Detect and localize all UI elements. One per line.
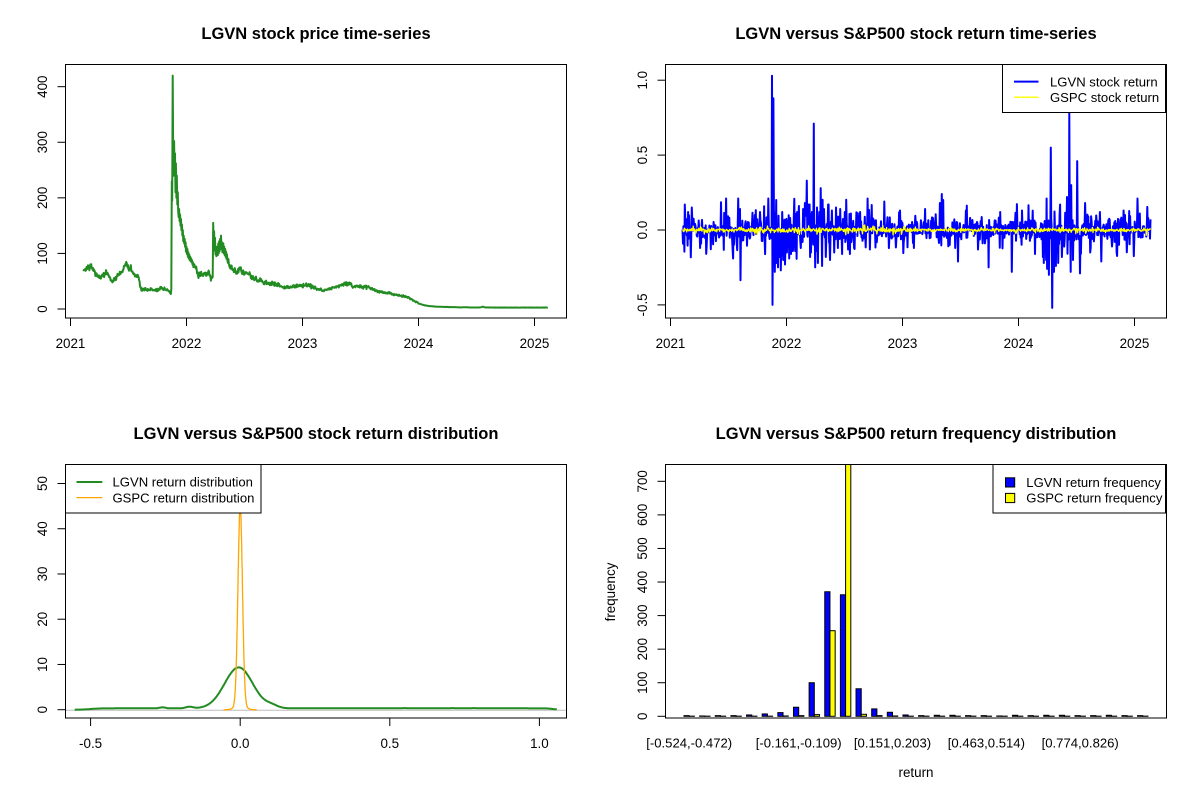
svg-text:200: 200 (35, 187, 50, 209)
svg-text:LGVN stock return: LGVN stock return (1050, 74, 1158, 89)
svg-text:2023: 2023 (888, 336, 918, 351)
svg-text:1.0: 1.0 (530, 736, 549, 751)
svg-text:20: 20 (35, 612, 50, 627)
svg-text:10: 10 (35, 657, 50, 672)
svg-text:LGVN versus S&P500 stock retur: LGVN versus S&P500 stock return time-ser… (735, 25, 1096, 43)
svg-text:2021: 2021 (656, 336, 686, 351)
svg-text:2025: 2025 (520, 336, 550, 351)
svg-text:[0.463,0.514): [0.463,0.514) (948, 736, 1025, 751)
svg-text:[0.774,0.826): [0.774,0.826) (1042, 736, 1119, 751)
svg-text:return: return (899, 765, 934, 780)
svg-text:100: 100 (35, 242, 50, 264)
svg-text:600: 600 (635, 504, 650, 526)
svg-text:700: 700 (635, 470, 650, 492)
svg-text:0.5: 0.5 (380, 736, 399, 751)
svg-text:2022: 2022 (172, 336, 202, 351)
svg-text:2024: 2024 (1004, 336, 1034, 351)
svg-text:40: 40 (35, 521, 50, 536)
svg-text:-0.5: -0.5 (635, 293, 650, 316)
svg-text:frequency: frequency (603, 562, 618, 621)
svg-text:0: 0 (635, 713, 650, 720)
svg-text:200: 200 (635, 638, 650, 660)
svg-text:GSPC return distribution: GSPC return distribution (113, 490, 255, 505)
svg-text:2023: 2023 (288, 336, 318, 351)
svg-text:30: 30 (35, 567, 50, 582)
svg-text:300: 300 (35, 131, 50, 153)
svg-text:2024: 2024 (404, 336, 434, 351)
svg-text:[0.151,0.203): [0.151,0.203) (854, 736, 931, 751)
svg-text:GSPC return frequency: GSPC return frequency (1026, 491, 1163, 506)
svg-text:GSPC stock return: GSPC stock return (1050, 90, 1159, 105)
svg-text:LGVN stock price time-series: LGVN stock price time-series (201, 25, 430, 43)
svg-text:300: 300 (635, 604, 650, 626)
svg-text:0: 0 (35, 305, 50, 312)
svg-text:2021: 2021 (56, 336, 86, 351)
svg-text:0: 0 (35, 706, 50, 713)
svg-text:LGVN versus S&P500 stock retur: LGVN versus S&P500 stock return distribu… (134, 425, 499, 443)
svg-text:2022: 2022 (772, 336, 802, 351)
svg-text:-0.5: -0.5 (79, 736, 102, 751)
svg-text:[-0.524,-0.472): [-0.524,-0.472) (646, 736, 732, 751)
svg-text:0.5: 0.5 (635, 146, 650, 165)
svg-text:500: 500 (635, 537, 650, 559)
svg-text:LGVN return frequency: LGVN return frequency (1026, 475, 1161, 490)
svg-text:LGVN return distribution: LGVN return distribution (113, 475, 253, 490)
svg-text:50: 50 (35, 476, 50, 491)
svg-text:2025: 2025 (1120, 336, 1150, 351)
svg-text:0.0: 0.0 (231, 736, 250, 751)
svg-text:0.0: 0.0 (635, 221, 650, 240)
svg-text:LGVN versus S&P500 return freq: LGVN versus S&P500 return frequency dist… (716, 425, 1117, 443)
svg-text:400: 400 (35, 76, 50, 98)
svg-text:[-0.161,-0.109): [-0.161,-0.109) (756, 736, 842, 751)
svg-text:1.0: 1.0 (635, 71, 650, 90)
svg-text:400: 400 (635, 571, 650, 593)
svg-text:100: 100 (635, 672, 650, 694)
